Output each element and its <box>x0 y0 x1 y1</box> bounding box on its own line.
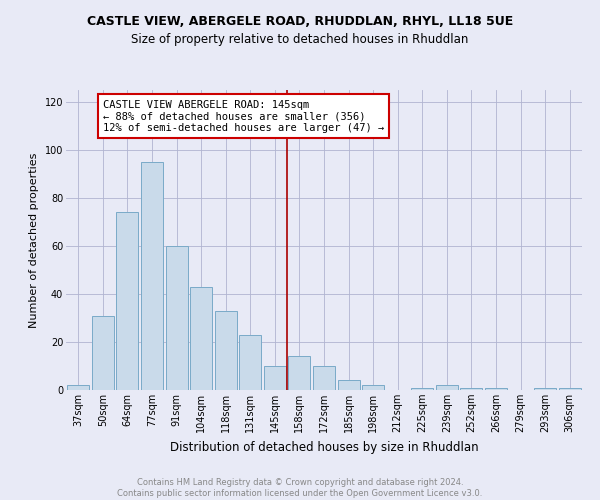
Bar <box>313 366 335 390</box>
Bar <box>67 385 89 390</box>
Bar <box>166 246 188 390</box>
Bar <box>485 388 507 390</box>
Bar <box>436 385 458 390</box>
Y-axis label: Number of detached properties: Number of detached properties <box>29 152 39 328</box>
Bar <box>215 311 237 390</box>
Bar <box>141 162 163 390</box>
Text: Size of property relative to detached houses in Rhuddlan: Size of property relative to detached ho… <box>131 32 469 46</box>
Bar <box>559 388 581 390</box>
Bar <box>362 385 384 390</box>
Bar <box>239 335 262 390</box>
Bar <box>92 316 114 390</box>
Text: CASTLE VIEW ABERGELE ROAD: 145sqm
← 88% of detached houses are smaller (356)
12%: CASTLE VIEW ABERGELE ROAD: 145sqm ← 88% … <box>103 100 384 133</box>
Bar <box>460 388 482 390</box>
Bar <box>190 287 212 390</box>
Text: CASTLE VIEW, ABERGELE ROAD, RHUDDLAN, RHYL, LL18 5UE: CASTLE VIEW, ABERGELE ROAD, RHUDDLAN, RH… <box>87 15 513 28</box>
Bar <box>116 212 139 390</box>
Bar <box>534 388 556 390</box>
Bar <box>411 388 433 390</box>
Bar <box>338 380 359 390</box>
Bar <box>289 356 310 390</box>
Bar <box>264 366 286 390</box>
Text: Contains HM Land Registry data © Crown copyright and database right 2024.
Contai: Contains HM Land Registry data © Crown c… <box>118 478 482 498</box>
X-axis label: Distribution of detached houses by size in Rhuddlan: Distribution of detached houses by size … <box>170 440 478 454</box>
